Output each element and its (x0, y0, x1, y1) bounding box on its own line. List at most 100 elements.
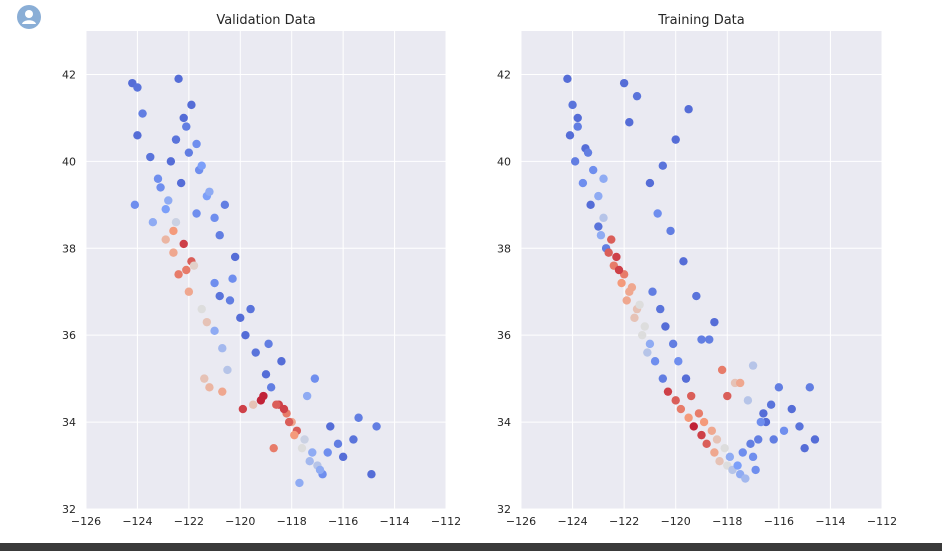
scatter-point (607, 235, 616, 244)
scatter-point (174, 74, 183, 84)
scatter-point (573, 113, 582, 123)
y-tick-label: 34 (62, 416, 76, 429)
scatter-point (656, 304, 665, 314)
scatter-point (215, 231, 224, 240)
scatter-point (625, 118, 634, 127)
x-tick-label: −116 (764, 515, 794, 528)
scatter-point (184, 148, 194, 157)
scatter-point (733, 461, 742, 470)
chart-title: Validation Data (216, 13, 315, 28)
scatter-point (751, 465, 760, 475)
scatter-point (259, 391, 268, 401)
scatter-point (627, 283, 637, 292)
scatter-point (272, 400, 281, 409)
scatter-point (251, 348, 260, 357)
scatter-point (218, 387, 227, 396)
scatter-point (635, 300, 644, 309)
scatter-point (261, 370, 271, 379)
scatter-point (756, 417, 766, 427)
x-tick-label: −126 (71, 515, 101, 528)
scatter-point (166, 157, 176, 166)
scatter-point (236, 313, 245, 322)
scatter-point (169, 248, 178, 257)
scatter-point (681, 374, 691, 383)
scatter-point (645, 339, 655, 349)
scatter-point (743, 396, 753, 405)
scatter-point (218, 344, 227, 353)
scatter-point (238, 404, 248, 414)
scatter-point (707, 426, 717, 435)
scatter-point (658, 161, 668, 170)
scatter-point (248, 400, 258, 409)
scatter-point (810, 435, 820, 444)
scatter-point (720, 443, 729, 453)
y-tick-label: 40 (62, 155, 76, 168)
y-tick-label: 42 (497, 68, 511, 81)
scatter-point (699, 417, 709, 427)
scatter-point (182, 122, 191, 131)
x-tick-label: −124 (557, 515, 587, 528)
scatter-point (228, 274, 237, 283)
scatter-point (187, 100, 196, 110)
x-tick-label: −114 (815, 515, 845, 528)
scatter-point (197, 304, 206, 314)
plot-area (521, 31, 882, 509)
scatter-point (241, 330, 250, 340)
scatter-point (676, 404, 686, 414)
scatter-point (779, 426, 789, 435)
scatter-point (637, 330, 647, 340)
scatter-point (205, 383, 214, 392)
scatter-point (372, 422, 381, 431)
scatter-point (148, 218, 158, 227)
scatter-point (596, 231, 606, 240)
scatter-point (333, 439, 343, 449)
scatter-point (315, 465, 325, 475)
scatter-point (169, 226, 178, 236)
scatter-point (684, 105, 693, 114)
user-avatar-icon[interactable] (17, 5, 41, 29)
scatter-point (302, 391, 312, 401)
scatter-point (210, 213, 219, 223)
scatter-point (674, 357, 683, 366)
scatter-point (308, 448, 317, 457)
scatter-point (630, 313, 639, 322)
scatter-point (246, 304, 255, 314)
scatter-point (570, 157, 580, 166)
x-tick-label: −122 (609, 515, 639, 528)
scatter-point (640, 322, 649, 331)
scatter-point (589, 165, 598, 175)
scatter-point (746, 439, 755, 449)
scatter-point (161, 204, 170, 214)
x-tick-label: −126 (506, 515, 536, 528)
scatter-point (156, 183, 165, 192)
x-tick-label: −120 (661, 515, 691, 528)
scatter-point (787, 404, 796, 414)
scatter-point (650, 357, 660, 366)
chart-title: Training Data (657, 13, 744, 28)
scatter-point (174, 270, 183, 279)
scatter-point (290, 430, 299, 440)
scatter-point (210, 278, 219, 288)
plot-area (86, 31, 446, 509)
scatter-point (705, 335, 714, 344)
x-tick-label: −122 (174, 515, 204, 528)
scatter-point (205, 187, 214, 196)
scatter-point (723, 391, 732, 401)
scatter-point (171, 135, 181, 144)
scatter-point (269, 443, 278, 453)
scatter-point (754, 435, 763, 444)
scatter-point (648, 287, 657, 296)
scatter-point (182, 265, 191, 275)
scatter-point (738, 448, 747, 457)
scatter-point (197, 161, 206, 170)
scatter-point (759, 409, 768, 418)
scatter-point (133, 131, 142, 140)
scatter-point (264, 339, 273, 349)
scatter-point (310, 374, 320, 383)
scatter-point (223, 365, 232, 375)
scatter-point (805, 383, 814, 392)
scatter-point (279, 404, 289, 414)
scatter-point (583, 148, 593, 157)
scatter-point (192, 139, 201, 149)
scatter-point (594, 222, 603, 231)
